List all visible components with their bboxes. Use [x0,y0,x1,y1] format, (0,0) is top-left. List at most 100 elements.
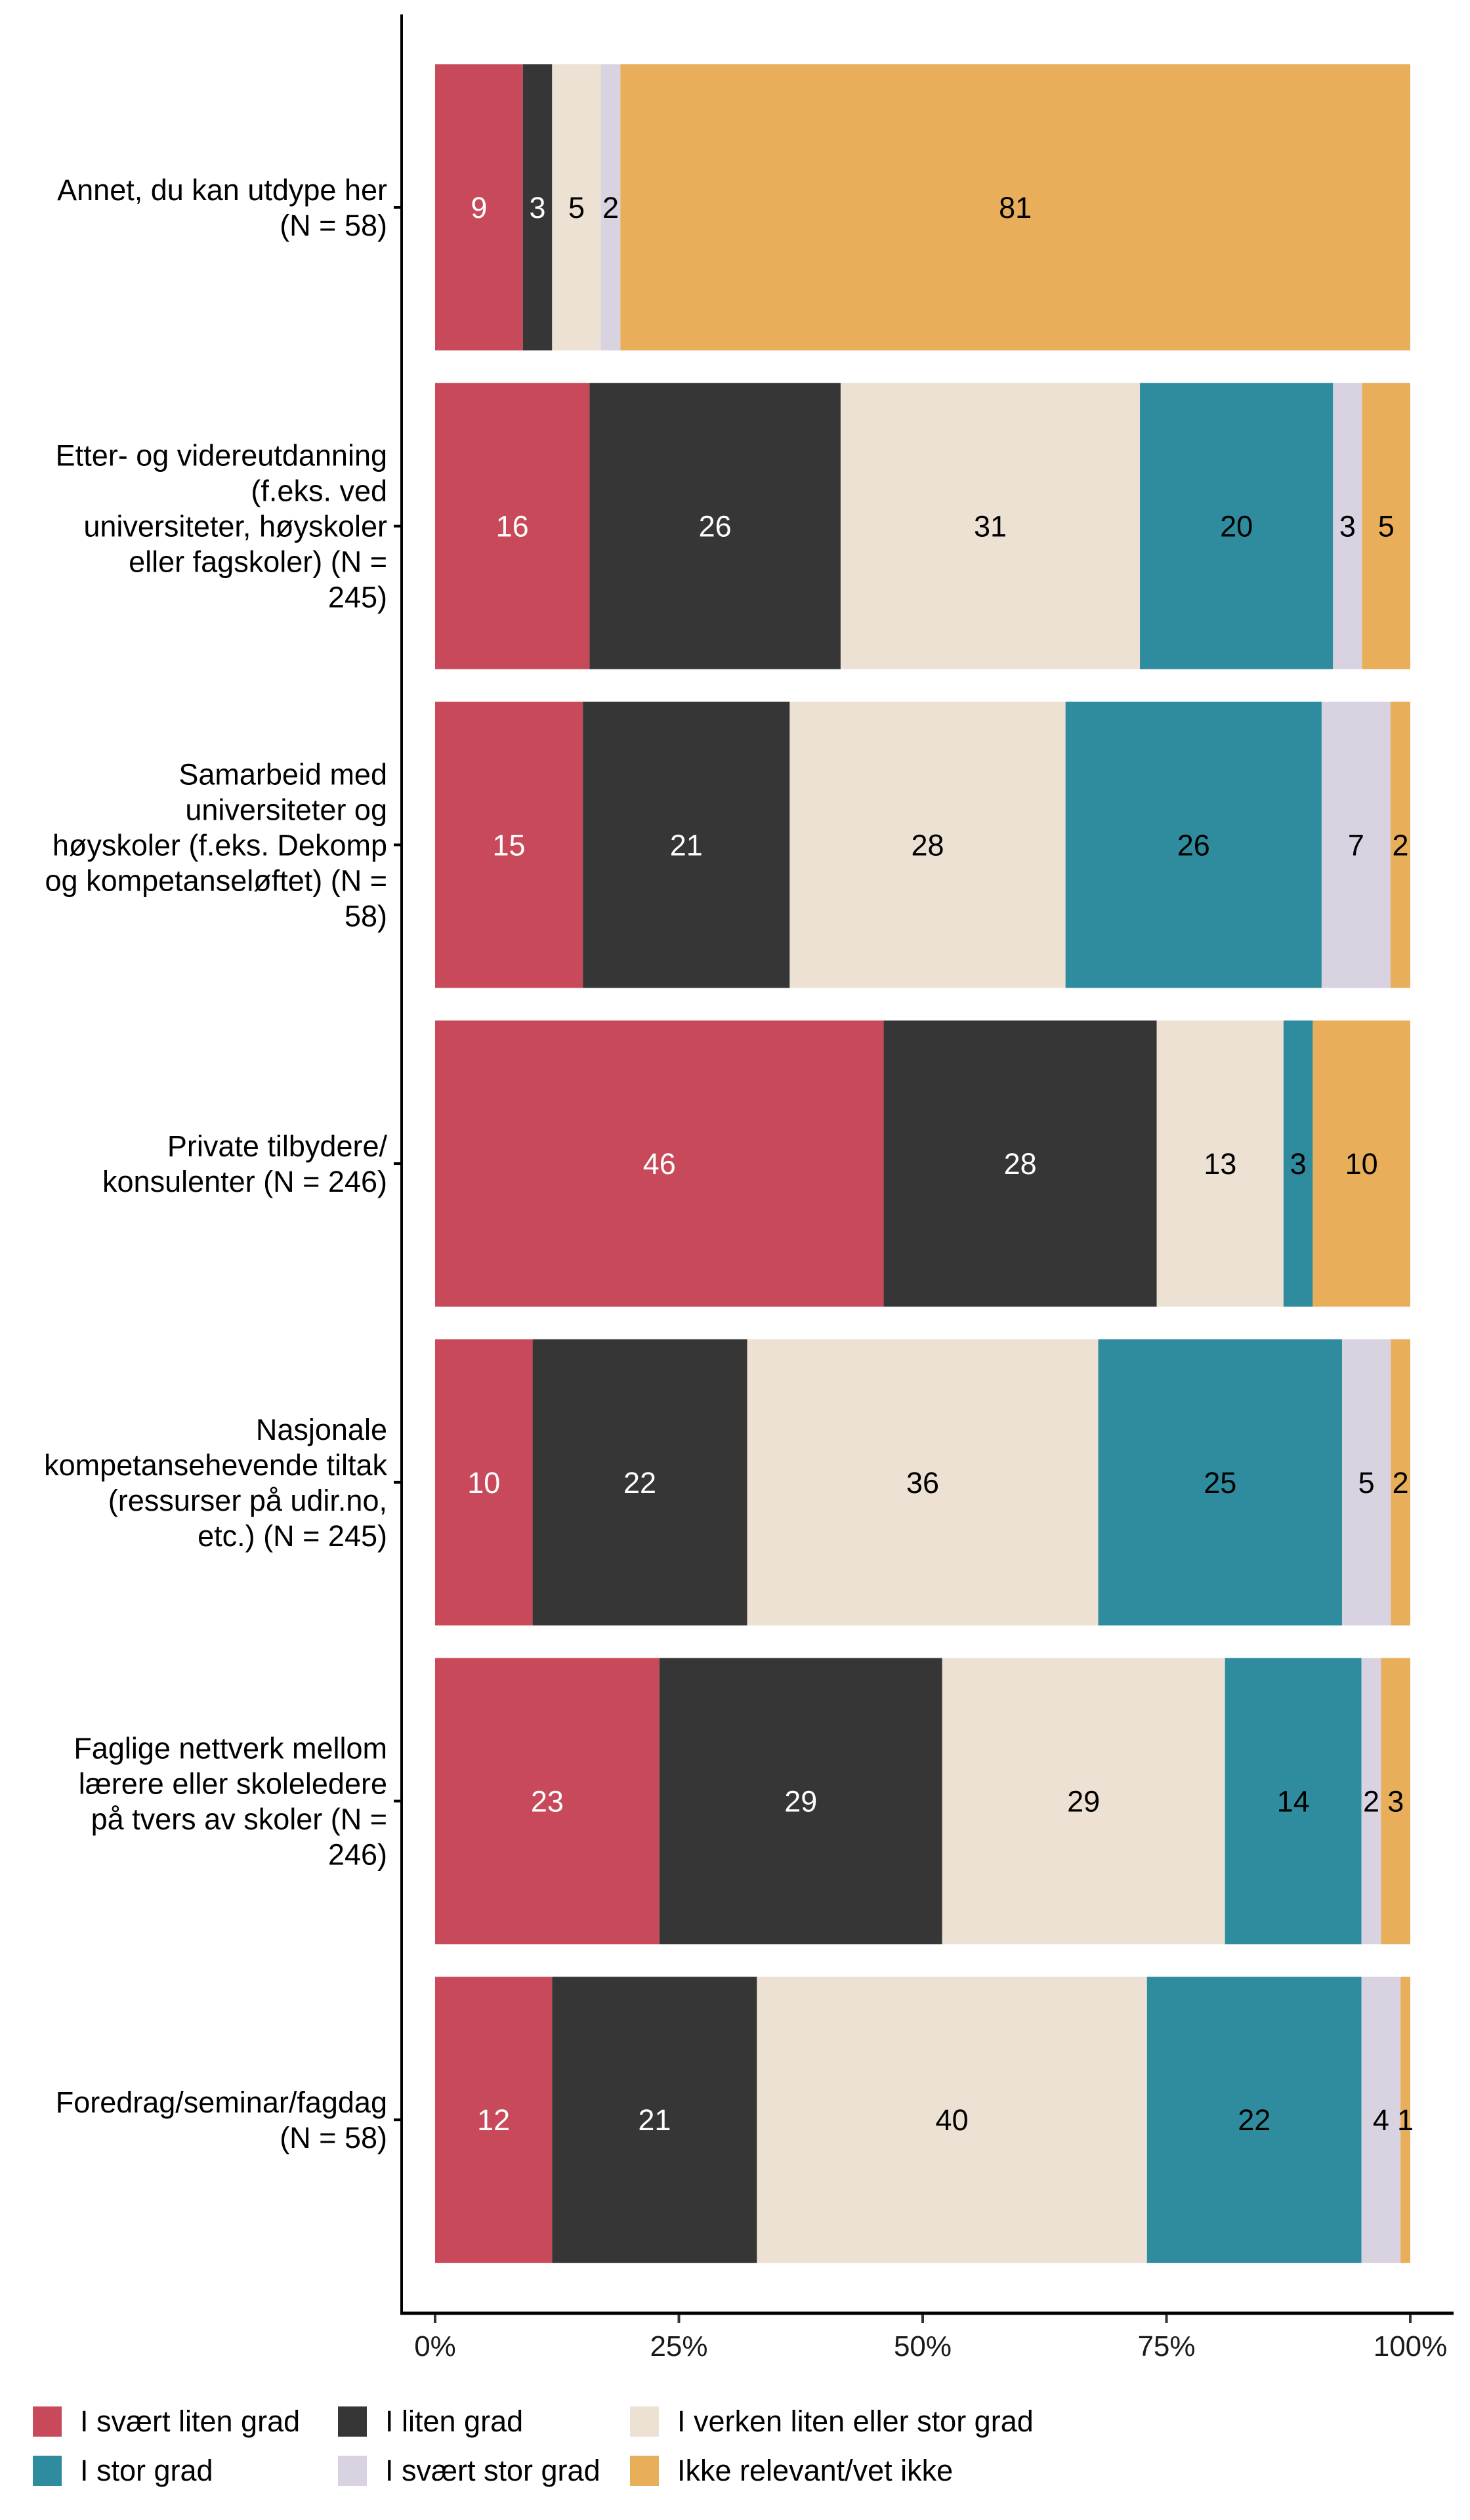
segment-value-label: 28 [911,828,944,862]
bar-segment [435,702,583,988]
bar-segment [1312,1020,1410,1307]
legend-swatch [33,2456,62,2486]
legend-label: I svært liten grad [80,2404,301,2438]
segment-value-label: 26 [699,510,732,543]
segment-value-label: 9 [471,191,487,224]
bars-layer [435,64,1410,2263]
category-label-line: og kompetanseløftet) (N = [45,864,387,897]
segment-value-label: 29 [784,1785,817,1818]
category-label-line: (f.eks. ved [251,474,387,508]
segment-value-label: 3 [530,191,546,224]
category-label-line: (N = 58) [280,209,387,242]
segment-value-label: 5 [568,191,585,224]
category-label-line: eller fagskoler) (N = [129,545,387,579]
segment-value-label: 13 [1204,1147,1236,1181]
segment-value-label: 5 [1378,510,1395,543]
segment-value-label: 26 [1177,828,1210,862]
segment-value-label: 2 [1392,828,1408,862]
bar-segment [435,383,590,669]
bar-segment [1156,1020,1284,1307]
bar-segment [883,1020,1157,1307]
legend-label: I verken liten eller stor grad [677,2404,1034,2438]
bar-segment [789,702,1066,988]
legend-item: I stor grad [33,2451,213,2490]
category-label-line: Nasjonale [256,1413,387,1446]
legend-item: I verken liten eller stor grad [630,2402,1034,2441]
segment-value-label: 22 [1238,2103,1270,2137]
bar-segment [435,1339,533,1626]
segment-value-label: 3 [1290,1147,1307,1181]
legend-label: Ikke relevant/vet ikke [677,2454,954,2487]
category-label-line: konsulenter (N = 246) [102,1165,387,1198]
bar-segment [435,1977,553,2263]
segment-value-label: 25 [1204,1466,1236,1500]
category-label: Etter- og videreutdanning (f.eks. ved univ… [56,439,387,614]
category-label-line: Foredrag/seminar/fagdag [56,2086,387,2119]
segment-value-label: 29 [1067,1785,1100,1818]
category-label-line: 245) [328,581,387,614]
bar-segment [1098,1339,1342,1626]
bar-segment [659,1658,942,1944]
segment-value-label: 21 [638,2103,671,2137]
bar-segment [1341,1339,1391,1626]
segment-value-label: 46 [643,1147,676,1181]
legend-swatch [33,2406,62,2437]
category-label-line: (ressurser på udir.no, [108,1484,387,1517]
segment-value-label: 10 [467,1466,500,1500]
legend-label: I stor grad [80,2454,213,2487]
bar-segment [522,64,553,350]
segment-value-label: 21 [670,828,703,862]
bar-segment [1400,1977,1410,2263]
category-label: Samarbeid med universiteter og høyskoler (… [45,757,387,933]
category-label-line: universiteter og [185,793,387,826]
bar-segment [840,383,1141,669]
bar-segment [1391,1339,1410,1626]
x-tick-label: 25% [650,2330,707,2362]
bar-segment [1065,702,1322,988]
segment-value-label: 7 [1348,828,1364,862]
category-label: Nasjonale kompetansehevende tiltak (ressur… [44,1413,387,1553]
segment-value-label: 23 [531,1785,564,1818]
segment-value-label: 20 [1220,510,1253,543]
bar-segment [1225,1658,1362,1944]
bar-segment [600,64,621,350]
legend-swatch [630,2406,659,2437]
segment-value-label: 5 [1358,1466,1375,1500]
legend-swatch [338,2456,367,2486]
segment-value-label: 3 [1387,1785,1404,1818]
bar-segment [1333,383,1362,669]
category-label: Annet, du kan utdype her (N = 58) [57,173,387,242]
bar-segment [1321,702,1391,988]
bar-segment [552,1977,757,2263]
segment-value-label: 2 [1393,1466,1409,1500]
segment-value-label: 14 [1277,1785,1310,1818]
segment-value-label: 81 [999,191,1032,224]
bar-segment [1146,1977,1362,2263]
segment-value-label: 10 [1345,1147,1378,1181]
bar-segment [532,1339,747,1626]
bar-segment [757,1977,1147,2263]
segment-value-label: 3 [1339,510,1356,543]
bar-segment [747,1339,1099,1626]
segment-value-label: 40 [936,2103,969,2137]
category-label-line: Private tilbydere/ [167,1129,388,1163]
x-tick-label: 0% [414,2330,456,2362]
category-label-line: 246) [328,1838,387,1872]
bar-segment [1140,383,1334,669]
category-label-line: lærere eller skoleledere [79,1767,387,1801]
category-label-line: på tvers av skoler (N = [91,1803,387,1836]
legend-item: I liten grad [338,2402,523,2441]
segment-value-label: 2 [1363,1785,1379,1818]
legend-label: I liten grad [385,2404,524,2438]
segment-value-label: 12 [477,2103,510,2137]
category-label-line: Samarbeid med [178,757,387,791]
legend-item: I svært stor grad [338,2451,600,2490]
bar-segment [620,64,1410,350]
x-tick-label: 50% [894,2330,952,2362]
segment-value-label: 4 [1373,2103,1389,2137]
y-axis-labels: Annet, du kan utdype her (N = 58) Etter- o… [44,173,387,2154]
bar-segment [435,1658,660,1944]
x-tick-label: 75% [1137,2330,1195,2362]
